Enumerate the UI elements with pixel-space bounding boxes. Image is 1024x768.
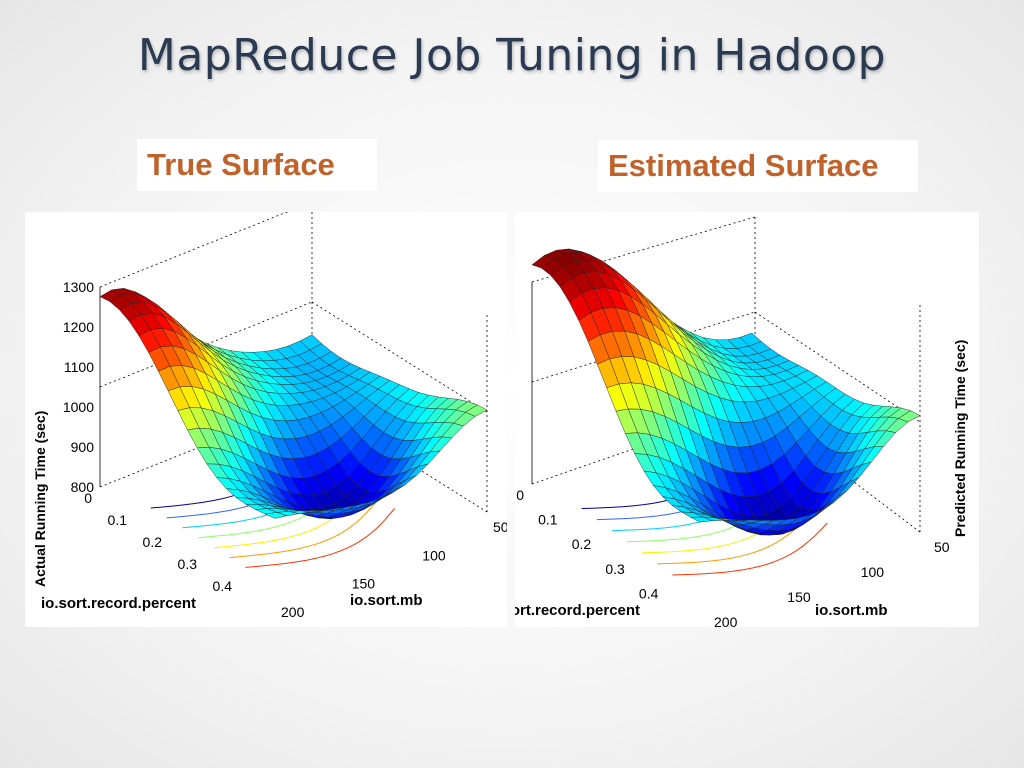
z-axis-label: Predicted Running Time (sec) <box>952 340 968 537</box>
y-tick-label: 0.4 <box>639 585 659 601</box>
y-tick-label: 0 <box>84 490 92 506</box>
estimated-surface-svg: 50 100 150 200 0 0.1 0.2 0.3 0.4 Predicted Runni… <box>485 216 968 630</box>
y-tick-label: 0.2 <box>572 536 592 552</box>
x-tick-label: 150 <box>787 589 811 605</box>
y-tick-label: 0.1 <box>538 512 558 528</box>
x-tick-label: 200 <box>281 604 305 620</box>
z-tick-label: 1000 <box>63 399 94 415</box>
contour-line <box>672 522 828 576</box>
true-surface-svg: 50 100 150 200 0 0.1 0.2 0.3 0.4 800 900 1000 1100 12… <box>32 201 509 620</box>
true-surface-label: True Surface <box>137 139 377 191</box>
tick-labels: 50 100 150 200 0 0.1 0.2 0.3 0.4 <box>516 487 950 630</box>
y-axis-label: io.sort.record.percent <box>41 595 196 612</box>
x-tick-label: 50 <box>493 519 507 535</box>
x-tick-label: 100 <box>422 547 446 563</box>
z-tick-label: 1300 <box>63 279 94 295</box>
z-tick-label: 900 <box>71 439 95 455</box>
contour-line <box>229 498 380 559</box>
y-tick-label: 0.4 <box>213 578 233 594</box>
y-tick-label: 0.3 <box>178 556 198 572</box>
surface-cell <box>690 516 713 523</box>
surface-mesh <box>99 288 488 520</box>
z-tick-label: 1100 <box>64 359 94 375</box>
x-tick-label: 200 <box>714 614 738 627</box>
tick-labels: 50 100 150 200 0 0.1 0.2 0.3 0.4 800 900 1000 1100 12… <box>63 279 509 620</box>
x-tick-label: 100 <box>861 564 885 580</box>
y-tick-label: 0.1 <box>108 512 128 528</box>
x-tick-label: 50 <box>934 539 950 555</box>
y-tick-label: 0.3 <box>605 561 625 577</box>
surface-cell <box>264 512 288 519</box>
estimated-surface-label: Estimated Surface <box>598 140 918 192</box>
surface-mesh <box>531 248 921 536</box>
z-tick-label: 1200 <box>63 319 94 335</box>
x-axis-label: io.sort.mb <box>350 592 423 609</box>
x-tick-label: 150 <box>352 576 376 592</box>
y-tick-label: 0 <box>516 487 524 503</box>
z-axis-label: Actual Running Time (sec) <box>32 411 48 587</box>
estimated-surface-chart: 50 100 150 200 0 0.1 0.2 0.3 0.4 Predicted Runni… <box>485 212 979 630</box>
contour-line <box>245 508 395 568</box>
y-tick-label: 0.2 <box>143 534 163 550</box>
y-axis-label: io.sort.record.percent <box>515 602 640 619</box>
z-tick-label: 800 <box>71 479 95 495</box>
slide-title: MapReduce Job Tuning in Hadoop <box>137 30 887 81</box>
true-surface-chart: 50 100 150 200 0 0.1 0.2 0.3 0.4 800 900 1000 1100 12… <box>25 201 509 627</box>
x-axis-label: io.sort.mb <box>815 602 888 619</box>
